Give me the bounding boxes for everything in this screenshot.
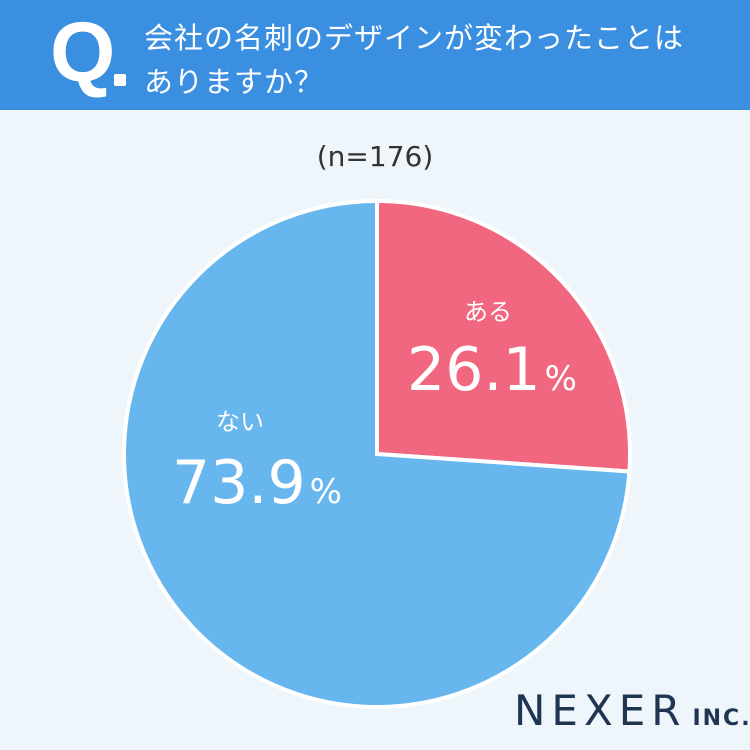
pie-slice-1 — [375, 198, 632, 474]
logo-main: NEXER — [514, 686, 687, 735]
question-line-2: ありますか？ — [144, 65, 325, 99]
slice-label-2: ない — [216, 408, 264, 436]
q-mark: Q — [50, 5, 116, 99]
sample-size: (n=176) — [316, 140, 434, 173]
slice-value-1: 26.1% — [407, 335, 577, 405]
pie-slice-2 — [122, 198, 632, 709]
question-text: 会社の名刺のデザインが変わったことは ありますか？ — [144, 16, 734, 104]
slice-value-2: 73.9% — [172, 448, 342, 518]
q-dot — [114, 74, 126, 86]
question-header: Q 会社の名刺のデザインが変わったことは ありますか？ — [0, 0, 750, 110]
question-line-1: 会社の名刺のデザインが変わったことは — [144, 21, 685, 55]
logo-suffix: INC. — [692, 706, 750, 731]
nexer-logo: NEXER INC. — [514, 686, 750, 735]
slice-label-1: ある — [464, 298, 512, 326]
